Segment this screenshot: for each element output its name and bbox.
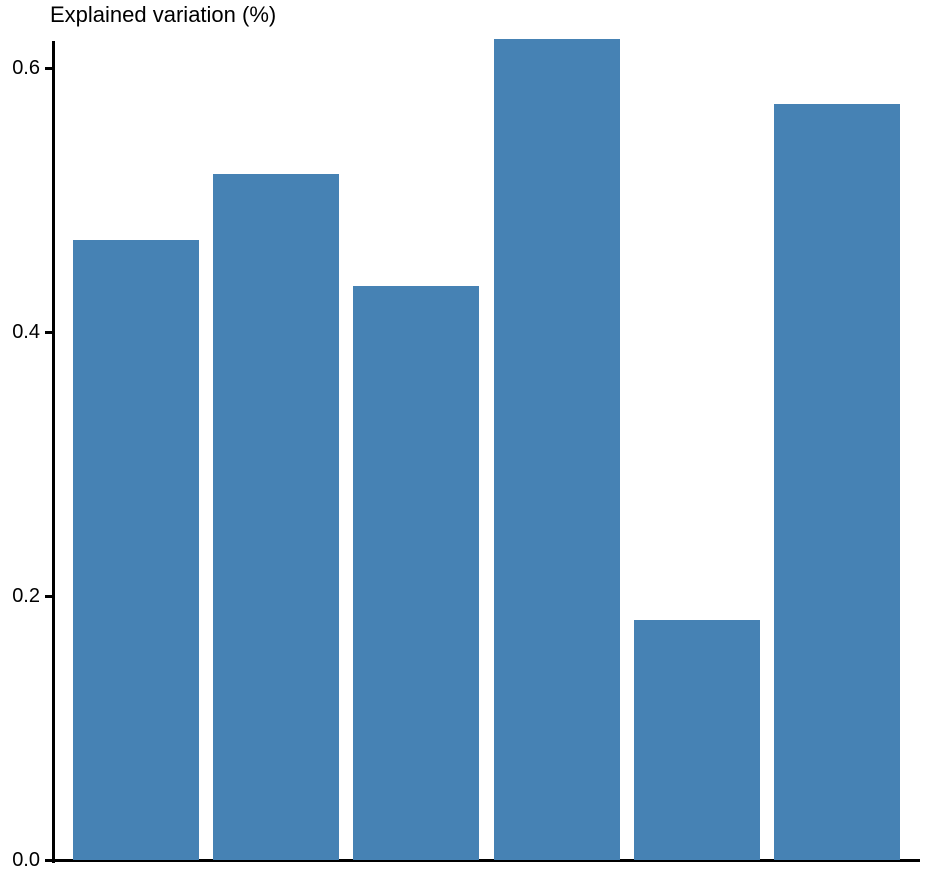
y-axis-tick-label: 0.6 xyxy=(12,57,40,79)
y-axis-tick xyxy=(45,330,52,334)
y-axis-tick-label: 0.0 xyxy=(12,849,40,871)
y-axis-tick-label: 0.4 xyxy=(12,321,40,343)
y-axis-tick xyxy=(45,66,52,70)
y-axis-tick xyxy=(45,858,52,862)
bar xyxy=(353,286,479,860)
bar xyxy=(774,104,900,860)
bar xyxy=(213,174,339,860)
bar xyxy=(634,620,760,860)
bar xyxy=(73,240,199,860)
bar xyxy=(494,39,620,860)
x-axis-line xyxy=(52,859,920,862)
y-axis-tick-label: 0.2 xyxy=(12,585,40,607)
y-axis-line xyxy=(52,41,55,863)
chart-title: Explained variation (%) xyxy=(50,2,277,27)
y-axis-tick xyxy=(45,594,52,598)
